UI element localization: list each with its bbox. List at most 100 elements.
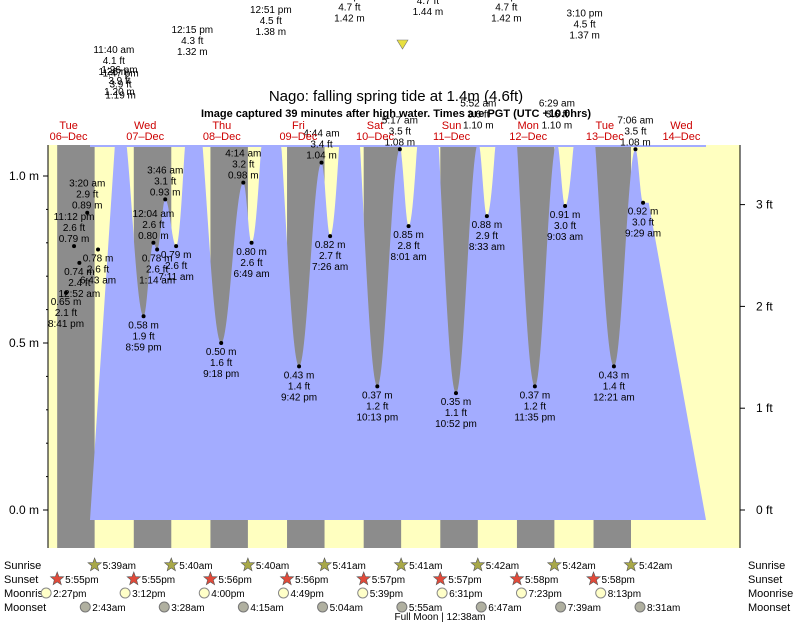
low-tide-label: 2.6 ft xyxy=(87,264,109,275)
moonrise-time: 4:49pm xyxy=(290,589,323,600)
high-tide-label: 1.32 m xyxy=(177,47,208,58)
high-tide-label: 0.79 m xyxy=(59,234,90,245)
moon-icon xyxy=(277,587,289,599)
low-tide-label: 9:29 am xyxy=(625,229,661,240)
low-tide-label: 7:11 am xyxy=(158,272,193,283)
moonset-time: 5:55am xyxy=(409,603,442,614)
moon-icon xyxy=(317,601,329,613)
day-name: Tue xyxy=(59,120,78,132)
high-tide-label: 4.1 ft xyxy=(103,56,125,67)
low-tide-label: 0.91 m xyxy=(550,210,581,221)
low-tide-label: 8:33 am xyxy=(469,242,505,253)
extreme-point xyxy=(151,240,156,245)
high-tide-label: 5:17 am xyxy=(382,115,418,126)
low-tide-label: 0.78 m xyxy=(83,253,114,264)
day-name: Wed xyxy=(134,120,156,132)
extreme-point xyxy=(249,240,254,245)
day-name: Tue xyxy=(596,120,615,132)
low-tide-label: 1.2 ft xyxy=(524,401,546,412)
low-tide-label: 0.35 m xyxy=(441,397,472,408)
high-tide-label: 1:47 pm xyxy=(103,69,139,80)
high-tide-label: 3:20 am xyxy=(69,179,105,190)
sunrise-time: 5:42am xyxy=(486,561,519,572)
sunrise-time: 5:40am xyxy=(179,561,212,572)
star-icon xyxy=(202,571,218,586)
extreme-point xyxy=(406,224,411,229)
low-tide-label: 1.2 ft xyxy=(366,401,388,412)
low-tide-label: 3.0 ft xyxy=(632,218,654,229)
low-tide-label: 12:52 am xyxy=(59,289,101,300)
moonrise-time: 5:39pm xyxy=(370,589,403,600)
star-icon xyxy=(356,571,372,586)
sun-moon-rows: Sunrise Sunrise Sunset Sunset Moonrise Moonri… xyxy=(4,557,793,614)
low-tide-label: 0.65 m xyxy=(51,297,82,308)
sunrise-time: 5:41am xyxy=(333,561,366,572)
high-tide-label: 1.10 m xyxy=(463,121,494,132)
star-icon xyxy=(393,557,409,572)
low-tide-label: 2.8 ft xyxy=(397,241,419,252)
moonset-time: 5:04am xyxy=(330,603,363,614)
high-tide-label: 2.6 ft xyxy=(63,223,85,234)
left-tick-label: 0.5 m xyxy=(9,336,39,350)
high-tide-label: 2:39 pm xyxy=(488,0,524,3)
row-label-right: Moonrise xyxy=(748,588,793,600)
moonrise-time: 3:12pm xyxy=(132,589,165,600)
low-tide-label: 6:43 am xyxy=(80,275,116,286)
extreme-point xyxy=(319,160,324,165)
low-tide-label: 0.80 m xyxy=(236,247,267,258)
star-icon xyxy=(279,571,295,586)
moon-icon xyxy=(515,587,527,599)
low-tide-label: 2.6 ft xyxy=(165,261,187,272)
moon-icon xyxy=(357,587,369,599)
high-tide-label: 12:04 am xyxy=(133,209,175,220)
moonrise-time: 6:31pm xyxy=(449,589,482,600)
high-tide-label: 1.42 m xyxy=(491,14,522,25)
right-tick-label: 0 ft xyxy=(756,503,773,517)
star-icon xyxy=(546,557,562,572)
extreme-point xyxy=(297,364,302,369)
high-tide-label: 3.5 ft xyxy=(624,126,646,137)
low-tide-label: 9:42 pm xyxy=(281,392,317,403)
extreme-point xyxy=(155,247,160,252)
low-tide-label: 8:59 pm xyxy=(126,342,162,353)
extreme-point xyxy=(563,204,568,209)
extreme-point xyxy=(219,341,224,345)
high-tide-label: 7:06 am xyxy=(617,115,653,126)
row-label-left: Sunset xyxy=(4,574,38,586)
extreme-point xyxy=(96,247,101,252)
extreme-point xyxy=(375,384,380,389)
low-tide-label: 0.92 m xyxy=(628,207,659,218)
low-tide-label: 0.79 m xyxy=(161,250,192,261)
high-tide-label: 3.5 ft xyxy=(389,126,411,137)
high-tide-label: 5:52 am xyxy=(460,99,496,110)
moonset-time: 2:43am xyxy=(92,603,125,614)
star-icon xyxy=(470,557,486,572)
day-date: 11–Dec xyxy=(433,131,471,143)
chart-title: Nago: falling spring tide at 1.4m (4.6ft… xyxy=(269,88,523,105)
high-tide-label: 3.9 ft xyxy=(109,80,131,91)
moon-icon xyxy=(595,587,607,599)
chart-subtitle: Image captured 39 minutes after high wat… xyxy=(201,108,591,120)
high-tide-label: 1:26 pm xyxy=(101,65,137,76)
extreme-point xyxy=(641,200,646,205)
day-date: 07–Dec xyxy=(126,131,164,143)
high-tide-label: 1.08 m xyxy=(620,137,651,148)
sunset-time: 5:56pm xyxy=(218,575,251,586)
low-tide-label: 0.43 m xyxy=(599,370,630,381)
sunrise-time: 5:42am xyxy=(562,561,595,572)
row-label-right: Sunrise xyxy=(748,560,785,572)
low-tide-label: 0.85 m xyxy=(393,230,424,241)
star-icon xyxy=(432,571,448,586)
star-icon xyxy=(623,557,639,572)
moonrise-time: 4:00pm xyxy=(211,589,244,600)
low-tide-label: 0.37 m xyxy=(520,390,551,401)
high-tide-label: 4.5 ft xyxy=(260,16,282,27)
row-label-left: Moonrise xyxy=(4,588,49,600)
moon-icon xyxy=(119,587,131,599)
high-tide-label: 1.19 m xyxy=(105,91,136,102)
low-tide-label: 1.6 ft xyxy=(210,358,232,369)
low-tide-label: 1.9 ft xyxy=(132,331,154,342)
moonrise-time: 8:13pm xyxy=(608,589,641,600)
